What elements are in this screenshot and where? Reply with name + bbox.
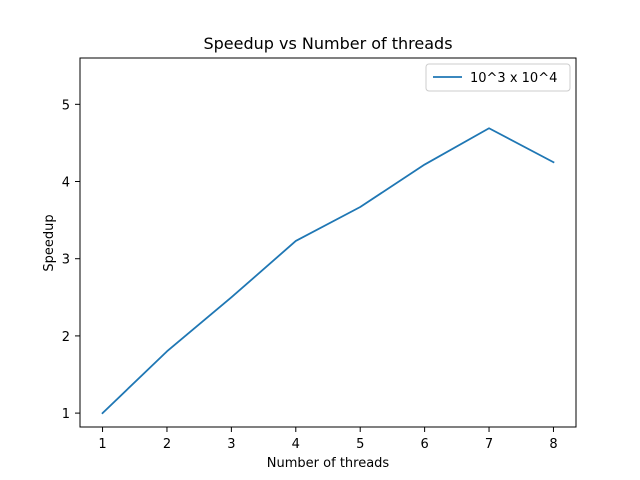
x-tick-label: 5 [356, 437, 364, 452]
y-axis-label: Speedup [42, 214, 57, 271]
y-tick-label: 4 [62, 176, 70, 191]
x-axis-ticks: 1 2 3 4 5 6 7 8 [98, 427, 558, 452]
legend-box [425, 63, 571, 92]
chart-title: Speedup vs Number of threads [203, 34, 452, 53]
x-tick-label: 2 [163, 437, 171, 452]
x-tick-label: 8 [549, 437, 557, 452]
legend-label-series-1: 10^3 x 10^4 [470, 71, 557, 86]
x-tick-label: 4 [292, 437, 300, 452]
plot-frame [79, 57, 577, 428]
legend: 10^3 x 10^4 [425, 63, 571, 92]
series-layer [101, 127, 555, 415]
y-tick-label: 5 [62, 98, 70, 113]
series-line-1 [101, 127, 555, 415]
y-axis-ticks: 1 2 3 4 5 [62, 98, 80, 422]
x-tick-label: 1 [98, 437, 106, 452]
y-tick-label: 2 [62, 330, 70, 345]
y-tick-label: 3 [62, 253, 70, 268]
x-tick-label: 7 [485, 437, 493, 452]
y-tick-label: 1 [62, 407, 70, 422]
x-tick-label: 3 [227, 437, 235, 452]
plot-area [80, 58, 576, 427]
x-axis-label: Number of threads [267, 456, 390, 471]
x-tick-label: 6 [420, 437, 428, 452]
